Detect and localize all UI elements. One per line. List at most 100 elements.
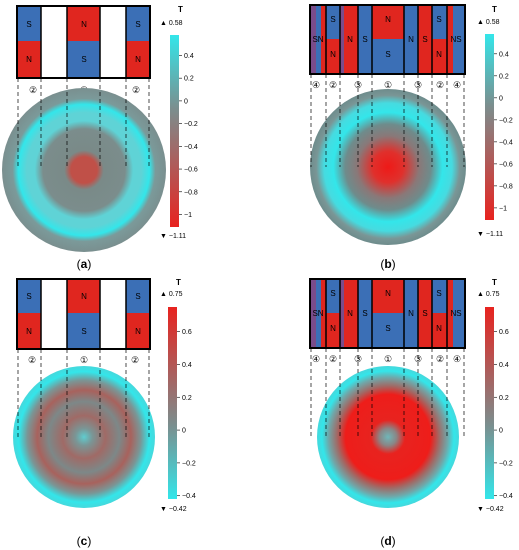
magnet-label: S — [330, 15, 335, 24]
max-label: ▲ 0.58 — [477, 19, 500, 26]
panel-label: (a) — [77, 257, 92, 271]
magnet-label: N — [408, 35, 414, 44]
magnet-block — [126, 41, 149, 77]
colorbar-tick-label: 0.4 — [184, 53, 194, 60]
magnet-array-a: S N N S S N — [16, 5, 151, 79]
magnet-label: S — [362, 35, 367, 44]
region-label: ② — [329, 80, 337, 90]
max-label: ▲ 0.75 — [477, 291, 500, 298]
colorbar-tick-label: −0.4 — [184, 144, 198, 151]
magnet-label: S — [385, 50, 390, 59]
colorbar-tick-label: −0.6 — [499, 161, 513, 168]
colorbar-tick-label: −0.4 — [499, 139, 513, 146]
magnet-label: S — [436, 289, 441, 298]
magnet-label: N — [26, 327, 32, 336]
colorbar-tick-label: 0 — [499, 95, 503, 102]
colorbar-tick-label: 0.4 — [499, 362, 509, 369]
colorbar-a: T ▲ 0.58 ▼ −1.11 0.4 0.2 0 −0.2 −0.4 −0.6 −0.8… — [160, 5, 198, 240]
colorbar-tick-label: 0.2 — [184, 76, 194, 83]
unit-label: T — [176, 278, 181, 287]
min-label: ▼ −0.42 — [477, 506, 504, 513]
panel-label: (d) — [380, 534, 395, 548]
unit-label: T — [492, 5, 497, 14]
magnet-label: S — [362, 309, 367, 318]
region-label: ① — [80, 355, 88, 365]
magnet-label: N — [347, 35, 353, 44]
unit-label: T — [178, 5, 183, 14]
magnet-block — [67, 41, 100, 77]
region-label: ④ — [312, 80, 320, 90]
magnet-label: SN — [312, 309, 323, 318]
min-label: ▼ −0.42 — [160, 506, 187, 513]
region-label: ① — [384, 354, 392, 364]
colorbar-tick-label: 0.2 — [499, 395, 509, 402]
magnet-block — [18, 7, 41, 41]
colorbar-tick-label: 0.2 — [182, 395, 192, 402]
magnet-label: N — [135, 327, 141, 336]
panel-b: SN S N N S N S N S S N NS ④ ② ③ ① ③ ② ④ — [309, 4, 513, 271]
projection-lines — [17, 78, 150, 166]
magnet-array-b: SN S N N S N S N S S N NS — [309, 4, 466, 75]
magnet-label: S — [135, 292, 140, 301]
region-label: ② — [28, 355, 36, 365]
magnet-label: N — [81, 292, 87, 301]
colorbar-tick-label: −1 — [184, 212, 192, 219]
magnet-label: N — [436, 324, 442, 333]
magnet-label: N — [26, 55, 32, 64]
max-label: ▲ 0.75 — [160, 291, 183, 298]
magnet-label: SN — [312, 35, 323, 44]
magnet-block — [67, 7, 100, 41]
colorbar-tick-label: 0 — [184, 98, 188, 105]
region-label: ② — [329, 354, 337, 364]
region-label: ② — [131, 355, 139, 365]
region-label: ② — [132, 85, 140, 95]
magnet-label: N — [408, 309, 414, 318]
projection-lines — [310, 74, 465, 167]
colorbar-tick-label: 0.4 — [499, 51, 509, 58]
magnet-array-c: S N N S S N — [16, 278, 151, 350]
projection-lines — [310, 348, 465, 437]
magnet-label: S — [81, 55, 86, 64]
magnet-label: N — [330, 50, 336, 59]
panel-d: SN S N N S N S N S S N NS ④ ② ③ ① ③ ② ④ — [309, 278, 513, 548]
colorbar-tick-label: −0.4 — [182, 493, 196, 500]
magnet-label: N — [436, 50, 442, 59]
field-disk-b — [310, 89, 466, 245]
region-label: ② — [436, 80, 444, 90]
colorbar-tick-label: 0.4 — [182, 362, 192, 369]
colorbar-tick-label: −1 — [499, 205, 507, 212]
colorbar-tick-label: 0 — [182, 428, 186, 435]
panel-a: S N N S S N ② ① ② T ▲ 0.58 ▼ −1.11 0.40.… — [2, 5, 198, 271]
magnet-label: S — [330, 289, 335, 298]
region-label: ② — [436, 354, 444, 364]
magnet-label: NS — [450, 35, 461, 44]
projection-lines — [17, 349, 150, 437]
region-label: ② — [29, 85, 37, 95]
region-label: ④ — [453, 80, 461, 90]
magnet-block — [126, 7, 149, 41]
colorbar-tick-label: 0 — [499, 428, 503, 435]
magnet-label: N — [135, 55, 141, 64]
colorbar-tick-label: −0.4 — [499, 493, 513, 500]
magnet-block — [18, 41, 41, 77]
magnet-label: S — [436, 15, 441, 24]
magnet-label: NS — [450, 309, 461, 318]
magnet-label: N — [385, 15, 391, 24]
panel-label: (c) — [77, 534, 92, 548]
region-label: ④ — [453, 354, 461, 364]
colorbar-tick-label: −0.2 — [499, 460, 513, 467]
magnet-label: S — [422, 309, 427, 318]
magnet-label: S — [385, 324, 390, 333]
magnet-label: S — [422, 35, 427, 44]
colorbar-tick-label: 0.6 — [499, 329, 509, 336]
colorbar-d: T ▲ 0.75 ▼ −0.42 0.6 0.4 0.2 0 −0.2 −0.4 — [477, 278, 513, 513]
colorbar-tick-label: 0.6 — [182, 329, 192, 336]
colorbar-tick-label: −0.2 — [184, 121, 198, 128]
max-label: ▲ 0.58 — [160, 20, 183, 27]
magnet-label: S — [26, 20, 31, 29]
field-disk-c — [13, 366, 155, 508]
colorbar-tick-label: −0.8 — [499, 183, 513, 190]
magnet-label: N — [347, 309, 353, 318]
magnet-label: S — [81, 327, 86, 336]
region-label: ① — [384, 80, 392, 90]
